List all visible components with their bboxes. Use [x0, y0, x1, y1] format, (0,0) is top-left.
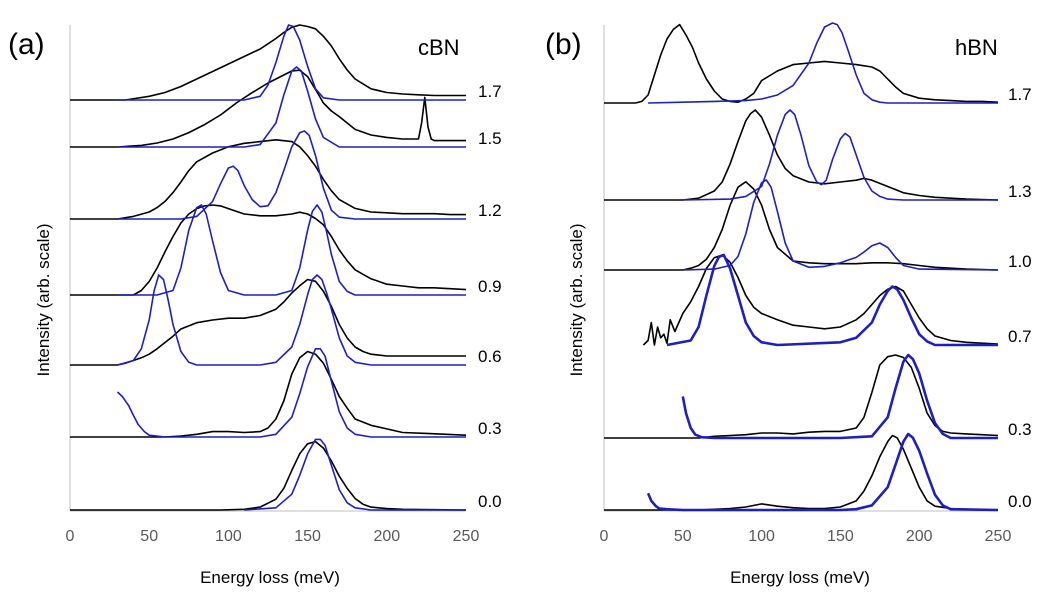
panel-b-label: (b)	[545, 28, 582, 61]
panel-a-label: (a)	[8, 28, 45, 61]
trace-label-1.7: 1.7	[1008, 85, 1032, 104]
simulation-line-1.2	[117, 130, 466, 220]
x-tick-label: 0	[600, 528, 609, 545]
experiment-line-1.3	[604, 109, 999, 201]
simulation-line-0.7	[666, 253, 998, 347]
simulation-line-0.3	[116, 347, 466, 438]
simulation-line-1.7	[648, 22, 998, 104]
simulation-line-0.0	[646, 432, 999, 512]
panel-hbn: (b) hBN Intensity (arb. scale) Energy lo…	[545, 22, 1032, 587]
panel-b-material-label: hBN	[955, 35, 998, 60]
panel-a-x-axis-label: Energy loss (meV)	[200, 568, 340, 587]
x-tick-label: 250	[985, 528, 1012, 545]
simulation-line-1.5	[117, 66, 466, 148]
x-tick-label: 100	[748, 528, 775, 545]
trace-label-1.2: 1.2	[478, 201, 502, 220]
experiment-line-0.6	[70, 278, 466, 366]
panel-b-x-axis-label: Energy loss (meV)	[730, 568, 870, 587]
x-tick-label: 150	[294, 528, 321, 545]
simulation-line-0.3	[681, 353, 998, 440]
experiment-line-0.0	[604, 434, 999, 511]
experiment-line-0.7	[642, 254, 999, 346]
panel-a-y-axis-label: Intensity (arb. scale)	[34, 223, 53, 376]
experiment-line-1.7	[604, 23, 999, 104]
trace-label-0.6: 0.6	[478, 347, 502, 366]
panel-a-plot-area: 0 50 100 150 200 250 0.0 0.3 0.6 0.9 1.2 1.5 1.7	[66, 24, 502, 545]
trace-label-0.0: 0.0	[478, 492, 502, 511]
experiment-line-0.3	[604, 354, 999, 439]
trace-label-1.3: 1.3	[1008, 182, 1032, 201]
x-tick-label: 250	[453, 528, 480, 545]
simulation-line-0.6	[117, 274, 466, 366]
experiment-line-0.3	[70, 350, 467, 438]
experiment-line-0.0	[70, 440, 467, 511]
simulation-line-0.0	[244, 438, 466, 511]
panel-a-material-label: cBN	[418, 35, 460, 60]
experiment-line-1.7	[70, 24, 466, 101]
simulation-line-1.3	[682, 109, 998, 201]
trace-label-0.7: 0.7	[1008, 327, 1032, 346]
experiment-line-1.0	[604, 181, 999, 271]
trace-label-1.0: 1.0	[1008, 252, 1032, 271]
trace-label-1.5: 1.5	[478, 129, 502, 148]
trace-label-0.0: 0.0	[1008, 492, 1032, 511]
x-tick-label: 100	[215, 528, 242, 545]
simulation-line-1.7	[117, 24, 466, 101]
panel-b-plot-area: 0 50 100 150 200 250 0.0 0.3 0.7 1.0 1.3 1.7	[600, 22, 1032, 545]
experiment-line-1.5	[70, 69, 466, 148]
x-tick-label: 150	[827, 528, 854, 545]
experiment-line-0.9	[70, 204, 467, 296]
experiment-line-1.2	[70, 139, 466, 220]
trace-label-0.9: 0.9	[478, 277, 502, 296]
panel-b-y-axis-label: Intensity (arb. scale)	[567, 223, 586, 376]
x-tick-label: 50	[140, 528, 158, 545]
x-tick-label: 200	[373, 528, 400, 545]
x-tick-label: 0	[66, 528, 75, 545]
trace-label-0.3: 0.3	[1008, 420, 1032, 439]
trace-label-1.7: 1.7	[478, 82, 502, 101]
trace-label-0.3: 0.3	[478, 419, 502, 438]
x-tick-label: 200	[906, 528, 933, 545]
x-tick-label: 50	[674, 528, 692, 545]
simulation-line-0.9	[117, 204, 466, 296]
simulation-line-1.0	[682, 179, 999, 271]
panel-cbn: (a) cBN Intensity (arb. scale) Energy lo…	[8, 24, 502, 587]
